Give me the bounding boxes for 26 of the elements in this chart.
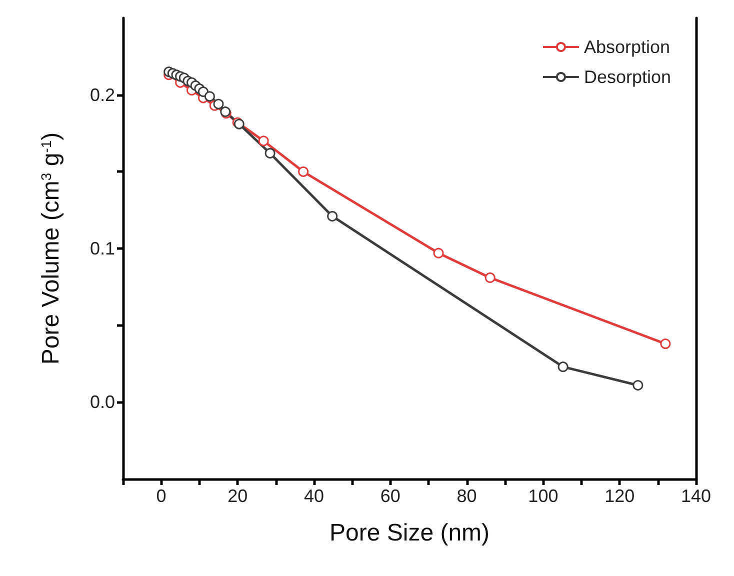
x-tick-label: 20	[228, 486, 248, 506]
legend-label: Desorption	[584, 67, 671, 87]
y-tick-label: 0.1	[90, 238, 115, 258]
x-tick-label: 80	[456, 486, 477, 506]
point	[264, 148, 276, 158]
x-tick-label: 0	[156, 486, 166, 506]
x-axis-title: Pore Size (nm)	[329, 520, 490, 546]
y-tick-label: 0.0	[90, 392, 115, 412]
x-tick-label: 40	[304, 486, 324, 506]
point	[484, 272, 496, 283]
x-tick-label: 140	[680, 486, 712, 506]
x-tick-label: 100	[528, 486, 558, 506]
x-tick-label: 60	[380, 486, 400, 506]
point	[327, 210, 338, 222]
y-axis-title: Pore Volume (cm3 g-1)	[38, 132, 64, 365]
point	[558, 362, 568, 372]
point	[213, 98, 224, 110]
legend-label: Absorption	[584, 37, 670, 57]
point	[298, 166, 309, 177]
point	[632, 380, 644, 391]
point	[258, 136, 269, 146]
point	[660, 338, 671, 350]
y-tick-label: 0.2	[90, 84, 115, 105]
x-tick-label: 120	[604, 486, 635, 506]
point	[433, 248, 444, 258]
point	[204, 91, 215, 102]
